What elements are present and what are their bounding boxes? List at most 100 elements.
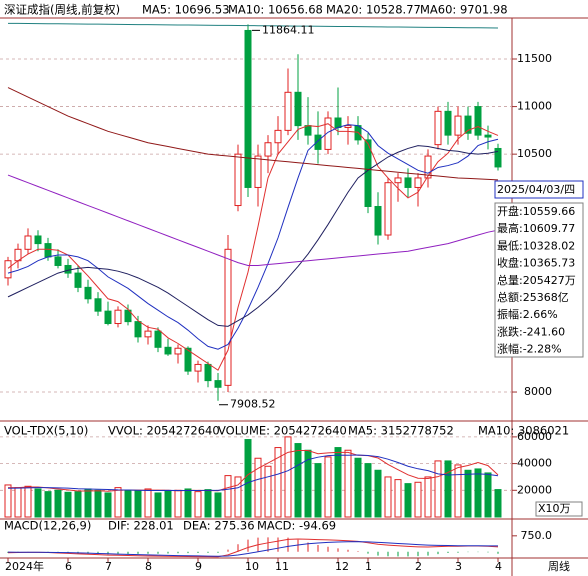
candle-body — [124, 309, 132, 323]
ma-line — [7, 541, 499, 557]
volume-bar — [464, 469, 472, 518]
legend-entry: MA60: 9701.98 — [420, 3, 508, 17]
info-row: 最低:10328.02 — [497, 239, 575, 252]
candle-body — [184, 347, 192, 372]
volume-bar — [34, 488, 42, 518]
candle-body — [414, 177, 422, 188]
ma-line — [7, 145, 499, 327]
volume-bar — [484, 472, 492, 518]
volume-label: VVOL: 2054272640 — [108, 424, 220, 438]
candle-body — [204, 363, 212, 382]
volume-bar — [324, 456, 332, 518]
info-row: 涨跌:-241.60 — [497, 324, 565, 338]
candle-body — [474, 106, 482, 136]
candle-body — [164, 346, 172, 355]
x-tick-label: 11 — [275, 560, 289, 573]
candle-body — [4, 260, 12, 279]
candle-body — [214, 380, 222, 388]
candle-body — [64, 264, 72, 274]
macd-label: DEA: 275.36 — [183, 519, 255, 533]
x-tick-label: 2024年 — [5, 559, 44, 573]
volume-bar — [334, 447, 342, 518]
volume-bar — [54, 489, 62, 518]
y-tick-label: 11500 — [517, 52, 552, 65]
volume-bar — [194, 491, 202, 518]
volume-bar — [394, 479, 402, 518]
chart-title: 深证成指(周线,前复权) — [4, 3, 120, 17]
candle-body — [484, 134, 492, 138]
candle-body — [154, 330, 162, 348]
info-row: 总额:25368亿 — [497, 290, 569, 304]
x-tick-label: 8 — [145, 560, 152, 573]
candle-body — [244, 29, 252, 188]
volume-bar — [454, 464, 462, 518]
candle-body — [54, 256, 62, 266]
macd-label: DIF: 228.01 — [108, 519, 174, 533]
volume-bar — [224, 475, 232, 518]
y-tick-label: 20000 — [517, 483, 552, 496]
ma-line — [7, 124, 499, 350]
volume-bar — [234, 476, 242, 518]
candle-body — [424, 155, 432, 179]
candle-body — [274, 129, 282, 144]
volume-bar — [144, 488, 152, 518]
candle-body — [464, 115, 472, 134]
ma-line — [7, 87, 499, 181]
candle-body — [74, 272, 82, 288]
ma-line — [8, 450, 499, 492]
volume-bar — [294, 443, 302, 518]
candle-body — [494, 147, 502, 168]
volume-label: VOLUME: 2054272640 — [218, 424, 347, 438]
info-date: 2025/04/03/四 — [497, 183, 575, 196]
volume-bar — [364, 463, 372, 518]
x-tick-label: 4 — [495, 560, 502, 573]
ma-line — [7, 22, 499, 29]
volume-bar — [274, 447, 282, 518]
ma-line — [7, 538, 499, 558]
candle-body — [324, 117, 332, 150]
y-tick-label: 750.0 — [521, 529, 553, 542]
candle-body — [394, 177, 402, 184]
macd-label: MACD: -94.69 — [257, 519, 336, 533]
candle-body — [444, 110, 452, 136]
candle-body — [434, 110, 442, 146]
candle-body — [174, 347, 182, 355]
volume-bar — [154, 492, 162, 518]
volume-bar — [124, 489, 132, 518]
info-row: 最高:10609.77 — [497, 221, 575, 235]
candle-body — [34, 235, 42, 245]
volume-bar — [174, 489, 182, 518]
volume-bar — [264, 465, 272, 518]
info-row: 总量:205427万 — [497, 273, 576, 287]
volume-bar — [474, 468, 482, 518]
volume-bar — [354, 457, 362, 518]
volume-bar — [104, 492, 112, 518]
x-tick-label: 7 — [105, 560, 112, 573]
volume-bar — [184, 488, 192, 518]
ma-line — [7, 174, 499, 266]
x-tick-label: 3 — [455, 560, 462, 573]
info-row: 涨幅:-2.28% — [497, 343, 562, 356]
unit-box — [535, 501, 583, 517]
volume-bar — [344, 449, 352, 518]
candle-body — [224, 248, 232, 386]
annotation: 11864.11 — [262, 23, 315, 36]
info-row: 收盘:10365.73 — [497, 256, 575, 270]
volume-bar — [4, 484, 12, 518]
volume-bar — [14, 487, 22, 518]
volume-bar — [164, 490, 172, 518]
unit-label: X10万 — [538, 502, 571, 515]
macd-title: MACD(12,26,9) — [4, 519, 91, 533]
candle-body — [384, 182, 392, 236]
volume-label: MA5: 3152778752 — [348, 424, 454, 438]
volume-bar — [134, 490, 142, 518]
x-tick-label: 10 — [245, 560, 259, 573]
volume-bar — [284, 436, 292, 518]
volume-bar — [84, 488, 92, 518]
x-tick-label: 12 — [335, 560, 349, 573]
candle-body — [84, 286, 92, 300]
candle-body — [264, 142, 272, 157]
info-row: 开盘:10559.66 — [497, 204, 575, 218]
candle-body — [24, 235, 32, 250]
